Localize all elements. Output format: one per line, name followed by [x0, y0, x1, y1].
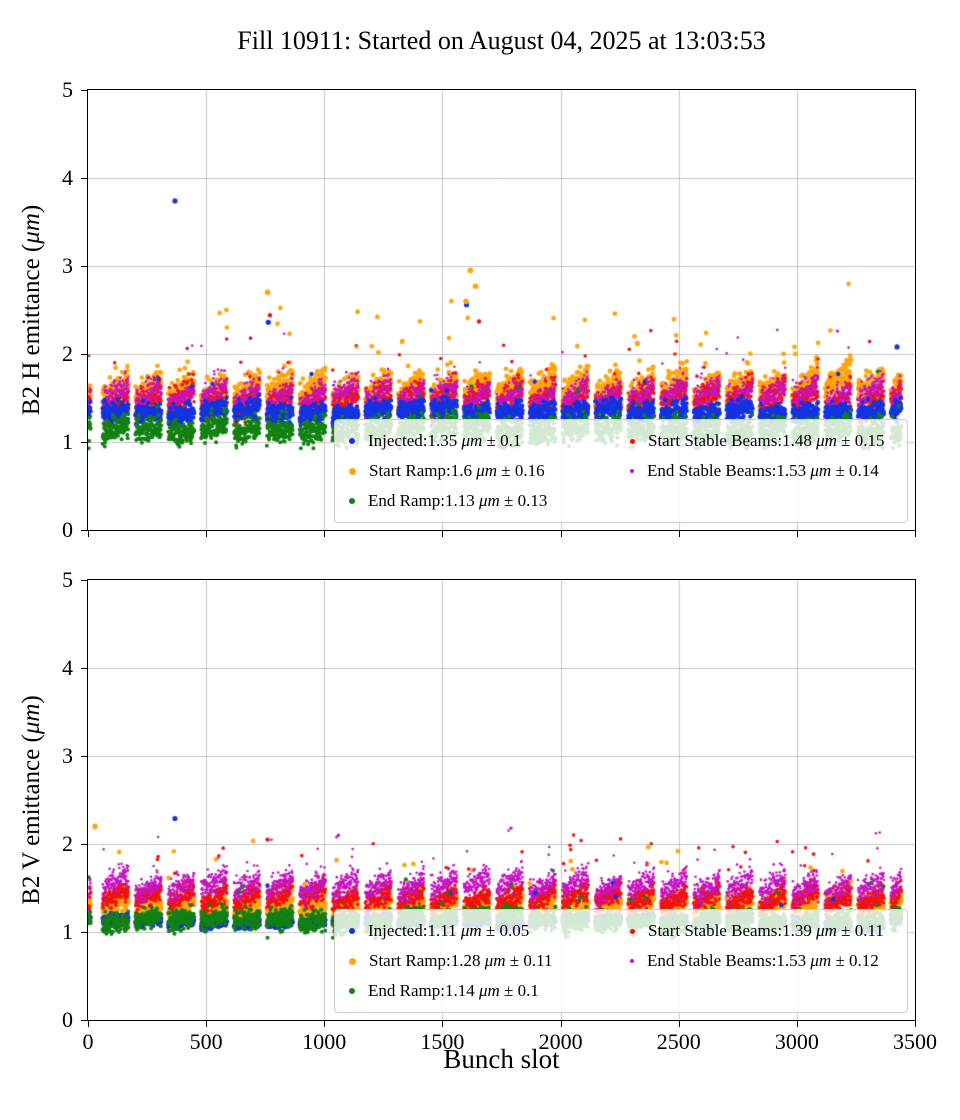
legend-entry: End Stable Beams:1.53 μm ± 0.14 — [630, 461, 893, 481]
legend-marker — [630, 469, 634, 473]
x-tick-mark — [796, 1020, 798, 1027]
y-tick-label: 1 — [62, 429, 73, 454]
y-tick-mark — [81, 354, 88, 355]
legend-marker — [349, 467, 356, 475]
y-axis-label: B2 H emittance (μm) — [18, 204, 45, 416]
x-tick-mark — [442, 1020, 444, 1027]
legend-marker — [630, 928, 635, 934]
y-tick-label: 2 — [62, 831, 73, 856]
y-tick-label: 0 — [62, 517, 73, 542]
x-axis-label: Bunch slot — [443, 1044, 560, 1074]
figure-title: Fill 10911: Started on August 04, 2025 a… — [237, 26, 766, 55]
x-tick-label: 1000 — [302, 1029, 347, 1054]
legend-marker — [349, 438, 355, 444]
legend-label: Start Ramp:1.28 μm ± 0.11 — [369, 951, 553, 970]
y-tick-mark — [81, 266, 88, 267]
legend-entry: End Stable Beams:1.53 μm ± 0.12 — [630, 951, 893, 971]
plot-canvas — [87, 89, 916, 531]
y-tick-mark — [81, 530, 88, 531]
y-tick-label: 4 — [62, 655, 73, 680]
y-tick-label: 5 — [62, 567, 73, 592]
legend-marker — [349, 498, 355, 504]
x-tick-mark — [678, 1020, 680, 1027]
legend-label: Start Ramp:1.6 μm ± 0.16 — [369, 461, 545, 480]
legend: Injected:1.35 μm ± 0.1 Start Ramp:1.6 μm … — [334, 419, 908, 523]
legend-entry: Start Stable Beams:1.39 μm ± 0.11 — [630, 921, 893, 941]
legend-entry: Start Ramp:1.6 μm ± 0.16 — [349, 461, 612, 481]
legend-marker — [630, 438, 635, 444]
y-tick-mark — [81, 844, 88, 845]
legend-label: Injected:1.11 μm ± 0.05 — [368, 921, 530, 940]
x-tick-mark — [560, 1020, 562, 1027]
legend-label: Start Stable Beams:1.39 μm ± 0.11 — [648, 921, 884, 940]
x-tick-mark — [915, 1020, 916, 1027]
legend-marker — [349, 988, 355, 994]
legend-label: Injected:1.35 μm ± 0.1 — [368, 431, 522, 450]
y-tick-label: 0 — [62, 1007, 73, 1032]
legend-label: End Stable Beams:1.53 μm ± 0.12 — [647, 951, 879, 970]
legend: Injected:1.11 μm ± 0.05 Start Ramp:1.28 μ… — [334, 909, 908, 1013]
y-tick-mark — [81, 90, 88, 91]
x-tick-mark — [678, 530, 680, 537]
y-tick-label: 5 — [62, 77, 73, 102]
x-tick-mark — [915, 530, 916, 537]
x-tick-label: 2000 — [538, 1029, 583, 1054]
legend-marker — [349, 957, 356, 965]
legend-label: End Stable Beams:1.53 μm ± 0.14 — [647, 461, 879, 480]
x-tick-mark — [324, 1020, 326, 1027]
y-tick-label: 3 — [62, 253, 73, 278]
y-tick-mark — [81, 756, 88, 757]
legend-label: End Ramp:1.14 μm ± 0.1 — [368, 981, 539, 1000]
x-tick-mark — [560, 530, 562, 537]
x-tick-mark — [442, 530, 444, 537]
y-tick-mark — [81, 442, 88, 443]
x-tick-label: 1500 — [420, 1029, 465, 1054]
x-tick-mark — [88, 1020, 89, 1027]
x-tick-mark — [88, 530, 89, 537]
y-tick-label: 4 — [62, 165, 73, 190]
x-tick-label: 500 — [189, 1029, 223, 1054]
y-tick-mark — [81, 1020, 88, 1021]
legend-entry: Start Stable Beams:1.48 μm ± 0.15 — [630, 431, 893, 451]
y-axis-label: B2 V emittance (μm) — [18, 695, 45, 905]
x-tick-mark — [206, 530, 208, 537]
legend-label: End Ramp:1.13 μm ± 0.13 — [368, 491, 548, 510]
legend-entry: Injected:1.35 μm ± 0.1 — [349, 431, 612, 451]
legend-marker — [349, 928, 355, 934]
subplot-b2v: 0 500 1000 1500 2000 2500 3000 3500 0 1 2 3 4 5 B2 V e… — [18, 567, 937, 1054]
y-tick-label: 3 — [62, 743, 73, 768]
legend-entry: Injected:1.11 μm ± 0.05 — [349, 921, 612, 941]
x-tick-label: 3500 — [893, 1029, 937, 1054]
x-tick-mark — [796, 530, 798, 537]
legend-entry: End Ramp:1.14 μm ± 0.1 — [349, 981, 612, 1001]
x-tick-label: 3000 — [774, 1029, 819, 1054]
y-tick-mark — [81, 580, 88, 581]
y-tick-label: 1 — [62, 919, 73, 944]
y-tick-mark — [81, 178, 88, 179]
y-tick-mark — [81, 668, 88, 669]
y-tick-label: 2 — [62, 341, 73, 366]
x-tick-label: 2500 — [656, 1029, 701, 1054]
subplot-b2h: 0 1 2 3 4 5 B2 H emittance (μm) Injected:1.35 μ… — [18, 77, 916, 542]
legend-entry: End Ramp:1.13 μm ± 0.13 — [349, 491, 612, 511]
x-tick-mark — [324, 530, 326, 537]
y-tick-mark — [81, 932, 88, 933]
legend-label: Start Stable Beams:1.48 μm ± 0.15 — [648, 431, 885, 450]
x-tick-mark — [206, 1020, 208, 1027]
legend-marker — [630, 959, 634, 963]
legend-entry: Start Ramp:1.28 μm ± 0.11 — [349, 951, 612, 971]
x-tick-label: 0 — [82, 1029, 94, 1054]
